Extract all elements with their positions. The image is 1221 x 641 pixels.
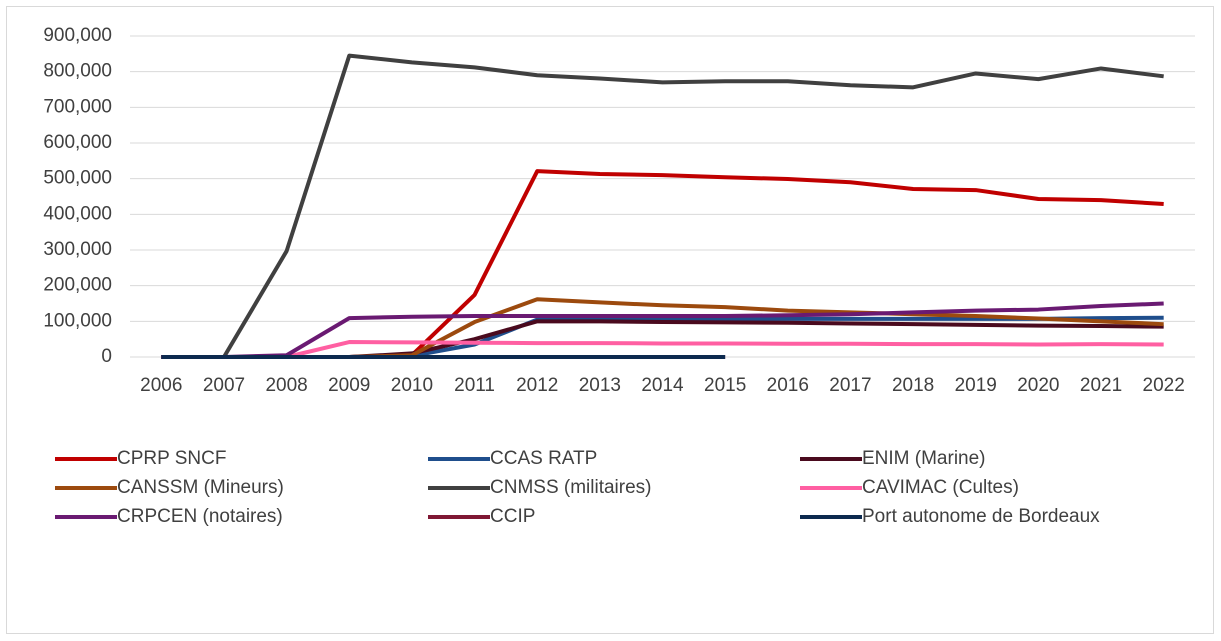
x-tick-label: 2009 — [328, 375, 370, 396]
y-tick-label: 0 — [101, 346, 112, 367]
legend-label: CPRP SNCF — [117, 448, 226, 469]
legend-label: ENIM (Marine) — [862, 448, 986, 469]
legend-label: CNMSS (militaires) — [490, 477, 652, 498]
x-tick-label: 2015 — [704, 375, 746, 396]
x-tick-label: 2010 — [391, 375, 433, 396]
y-tick-label: 100,000 — [43, 310, 112, 331]
series-line — [161, 301, 1164, 359]
y-tick-label: 400,000 — [43, 203, 112, 224]
x-tick-label: 2020 — [1017, 375, 1059, 396]
x-tick-label: 2006 — [140, 375, 182, 396]
y-tick-label: 200,000 — [43, 275, 112, 296]
y-tick-label: 800,000 — [43, 61, 112, 82]
x-tick-label: 2011 — [454, 375, 495, 396]
x-tick-label: 2022 — [1143, 375, 1185, 396]
series-line — [161, 53, 1164, 359]
x-tick-label: 2013 — [579, 375, 621, 396]
series-line — [161, 340, 1164, 359]
legend-label: CRPCEN (notaires) — [117, 506, 283, 527]
legend-label: CCIP — [490, 506, 535, 527]
y-tick-label: 700,000 — [43, 96, 112, 117]
y-tick-label: 300,000 — [43, 239, 112, 260]
x-tick-label: 2008 — [265, 375, 307, 396]
y-tick-label: 600,000 — [43, 132, 112, 153]
legend-label: CANSSM (Mineurs) — [117, 477, 284, 498]
x-tick-label: 2014 — [641, 375, 684, 396]
x-tick-label: 2007 — [203, 375, 245, 396]
y-tick-label: 900,000 — [43, 25, 112, 46]
legend-label: CAVIMAC (Cultes) — [862, 477, 1019, 498]
y-tick-label: 500,000 — [43, 168, 112, 189]
legend-label: Port autonome de Bordeaux — [862, 506, 1100, 527]
x-tick-label: 2016 — [767, 375, 809, 396]
x-tick-label: 2021 — [1080, 375, 1122, 396]
x-tick-label: 2019 — [955, 375, 997, 396]
x-tick-label: 2018 — [892, 375, 934, 396]
x-tick-label: 2017 — [829, 375, 871, 396]
x-tick-label: 2012 — [516, 375, 558, 396]
legend-label: CCAS RATP — [490, 448, 597, 469]
